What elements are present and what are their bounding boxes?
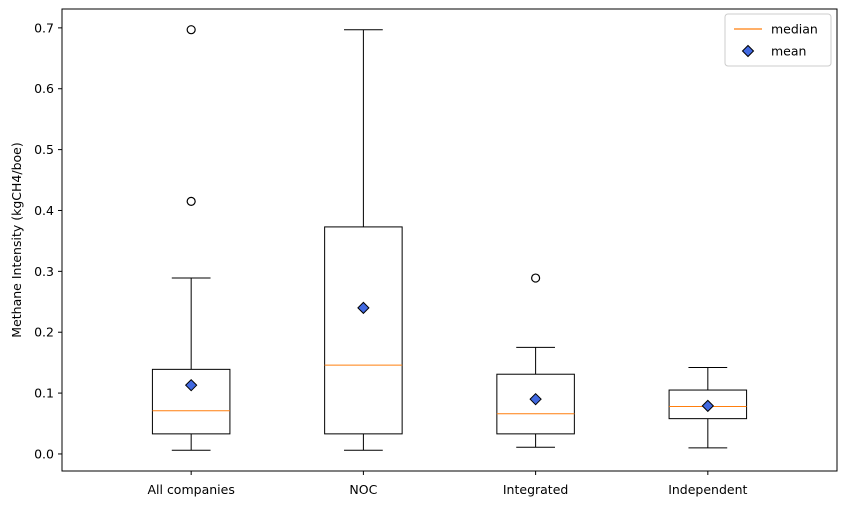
x-tick-label: Integrated [503,482,568,497]
outlier-point [531,273,541,283]
y-tick-label: 0.0 [34,446,54,461]
x-tick-label: NOC [349,482,377,497]
legend-mean-swatch [741,44,755,58]
outlier-point [186,196,196,206]
mean-marker [184,378,198,392]
y-tick-label: 0.5 [34,142,54,157]
plot-frame [61,8,838,472]
box-iqr [151,368,231,435]
y-tick-label: 0.3 [34,264,54,279]
box-iqr [324,226,403,435]
y-tick-label: 0.7 [34,20,54,35]
legend-label: mean [771,44,806,59]
y-tick-label: 0.6 [34,81,54,96]
mean-marker [529,392,542,406]
box-iqr [496,373,575,435]
box-group [668,367,748,449]
outlier-point [186,25,196,35]
y-axis: 0.0 0.1 0.2 0.3 0.4 0.5 0.6 0.7 [34,20,62,461]
mean-marker [701,399,715,413]
y-axis-label: Methane Intensity (kgCH4/boe) [9,142,24,337]
y-tick-label: 0.4 [34,203,54,218]
box-group [151,25,231,451]
box-group [496,273,575,448]
legend-label: median [771,22,818,37]
x-tick-label: All companies [147,482,234,497]
legend: median mean [724,13,832,67]
mean-marker [357,301,370,315]
box-group [324,29,403,451]
x-tick-label: Independent [668,482,747,497]
y-tick-label: 0.2 [34,325,54,340]
y-tick-label: 0.1 [34,386,54,401]
plot-content [151,25,748,451]
x-axis: All companies NOC Integrated Independent [147,471,748,497]
box-iqr [668,389,748,420]
